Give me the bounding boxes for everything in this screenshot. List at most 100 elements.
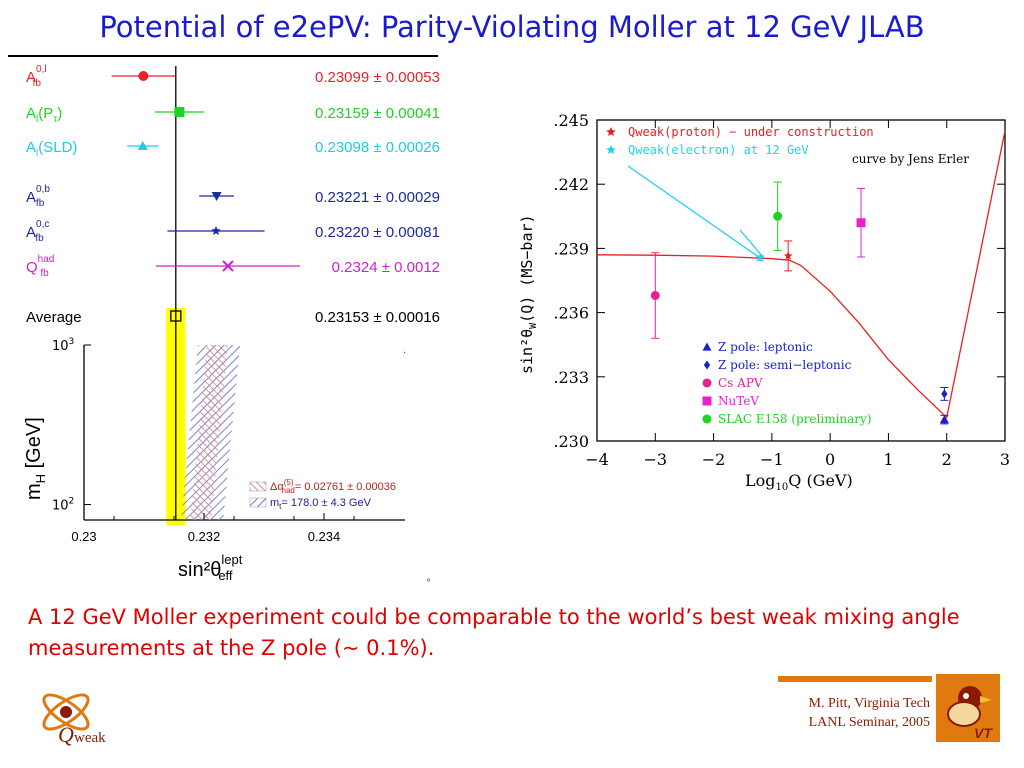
series-point: [755, 253, 765, 262]
series-point: [940, 387, 949, 401]
star-marker: [211, 226, 221, 236]
electroweak-average-chart: A0,l fb 0.23099 ± 0.00053 Al(Pτ) 0.23159 ± 0…: [23, 64, 440, 589]
pointer-line: [739, 229, 763, 257]
x-tick-label: 0.232: [188, 529, 221, 544]
title-underline: [8, 55, 438, 57]
y-tick-label: .230: [553, 432, 589, 451]
triangle-up-marker: [137, 141, 148, 150]
series-point: [939, 414, 949, 425]
vt-logo: VT: [936, 674, 1000, 742]
legend-swatch: [249, 497, 267, 508]
series-point: [856, 187, 866, 258]
legend-label: Z pole: leptonic: [718, 340, 813, 354]
credit-author: M. Pitt, Virginia Tech: [808, 696, 930, 711]
series-point: [773, 181, 783, 252]
legend-marker: [702, 396, 712, 406]
hokiebird-icon: [947, 686, 992, 727]
y-tick-label: .236: [553, 304, 589, 323]
average-label: Average: [26, 309, 82, 326]
qweak-logo-letter: Q: [58, 722, 74, 747]
alpha-band: [190, 345, 228, 520]
measurement-label: Qhad fb: [26, 254, 54, 279]
legend-marker: [702, 414, 712, 424]
axis-dot: .: [403, 345, 406, 356]
legend-label: SLAC E158 (preliminary): [718, 412, 872, 426]
vt-logo-text: VT: [974, 725, 993, 741]
sin2theta-curve: [596, 130, 1006, 419]
x-tick-label: −2: [702, 450, 726, 469]
triangle-down-marker: [211, 192, 222, 201]
legend-label: Z pole: semi−leptonic: [718, 358, 852, 372]
measurement-row: Al(Pτ) 0.23159 ± 0.00041: [26, 105, 440, 125]
measurement-value: 0.23098 ± 0.00026: [315, 139, 440, 156]
y-tick-label: .245: [553, 111, 589, 130]
y-tick-label: 102: [52, 497, 74, 514]
measurement-row: Qhad fb 0.2324 ± 0.0012: [26, 254, 440, 279]
measurement-label: A0,c fb: [26, 219, 49, 244]
y-axis-label: sin²θW(Q) (MS−bar): [518, 214, 539, 374]
legend-marker: [606, 127, 616, 137]
legend-label: Qweak(electron) at 12 GeV: [628, 143, 809, 157]
legend-marker: [702, 378, 712, 388]
legend-label: Cs APV: [718, 376, 763, 390]
measurement-value: 0.23221 ± 0.00029: [315, 189, 440, 206]
x-tick-label: 2: [942, 450, 952, 469]
measurement-row: A0,l fb 0.23099 ± 0.00053: [26, 64, 440, 89]
qweak-logo-text: weak: [74, 730, 106, 746]
star-marker: [755, 253, 765, 262]
measurement-value: 0.2324 ± 0.0012: [332, 259, 440, 276]
slide-title: Potential of e2ePV: Parity-Violating Mol…: [99, 10, 925, 44]
legend-entry: Δα(5) had= 0.02761 ± 0.00036: [270, 478, 396, 495]
y-tick-label: .242: [553, 175, 589, 194]
star-marker: [783, 251, 793, 260]
pointer-line: [627, 165, 761, 259]
corner-mark: °: [426, 578, 431, 589]
plot-frame: [596, 119, 1006, 442]
y-tick-label: .239: [553, 239, 589, 258]
measurement-row: A0,b fb 0.23221 ± 0.00029: [26, 184, 440, 209]
measurement-label: A0,l fb: [26, 64, 47, 89]
average-marker: [170, 310, 182, 322]
series-point: [783, 240, 793, 272]
legend-entry: mt= 178.0 ± 4.3 GeV: [270, 497, 372, 511]
legend-label: Qweak(proton) − under construction: [628, 125, 874, 139]
measurement-value: 0.23220 ± 0.00081: [315, 224, 440, 241]
measurement-label: Al(Pτ): [26, 105, 62, 125]
x-tick-label: 0.23: [71, 529, 96, 544]
x-tick-label: −4: [585, 450, 609, 469]
x-axis-label: sin²θlept eff: [178, 552, 243, 583]
square-marker: [856, 218, 866, 228]
cross-marker: [222, 260, 234, 272]
measurement-value: 0.23159 ± 0.00041: [315, 105, 440, 122]
x-tick-label: 3: [1000, 450, 1010, 469]
y-tick-label: 103: [52, 337, 74, 354]
square-marker: [174, 107, 185, 117]
average-value: 0.23153 ± 0.00016: [315, 309, 440, 326]
conclusion-text: A 12 GeV Moller experiment could be comp…: [28, 605, 960, 660]
atom-icon: [42, 693, 90, 731]
measurement-label: A0,b fb: [26, 184, 50, 209]
x-tick-label: −3: [643, 450, 667, 469]
x-axis-label: Log10Q (GeV): [745, 471, 853, 493]
circle-marker: [138, 71, 149, 81]
y-axis-label: mH [GeV]: [23, 417, 48, 500]
measurement-label: Al(SLD): [26, 139, 77, 159]
diamond-marker: [941, 389, 948, 399]
annotation-label: curve by Jens Erler: [852, 152, 969, 166]
legend-marker: [702, 342, 712, 351]
x-tick-label: 1: [883, 450, 893, 469]
x-tick-label: −1: [760, 450, 784, 469]
credit-block: M. Pitt, Virginia Tech LANL Seminar, 200…: [740, 694, 930, 732]
legend-label: NuTeV: [718, 394, 759, 408]
series-point: [650, 252, 660, 339]
legend-swatch: [249, 481, 267, 492]
running-sin2theta-chart: −4 −3 −2 −1 0 1 2 3 .230 .233 .236 .239 .242 .245 Log1…: [518, 111, 1010, 493]
y-tick-label: .233: [553, 368, 589, 387]
x-tick-label: 0.234: [308, 529, 341, 544]
triangle-up-marker: [939, 415, 949, 424]
footer-accent-bar: [778, 676, 932, 682]
measurement-value: 0.23099 ± 0.00053: [315, 69, 440, 86]
legend-marker: [703, 360, 711, 370]
measurement-row: Al(SLD) 0.23098 ± 0.00026: [26, 139, 440, 159]
circle-marker: [650, 290, 660, 300]
